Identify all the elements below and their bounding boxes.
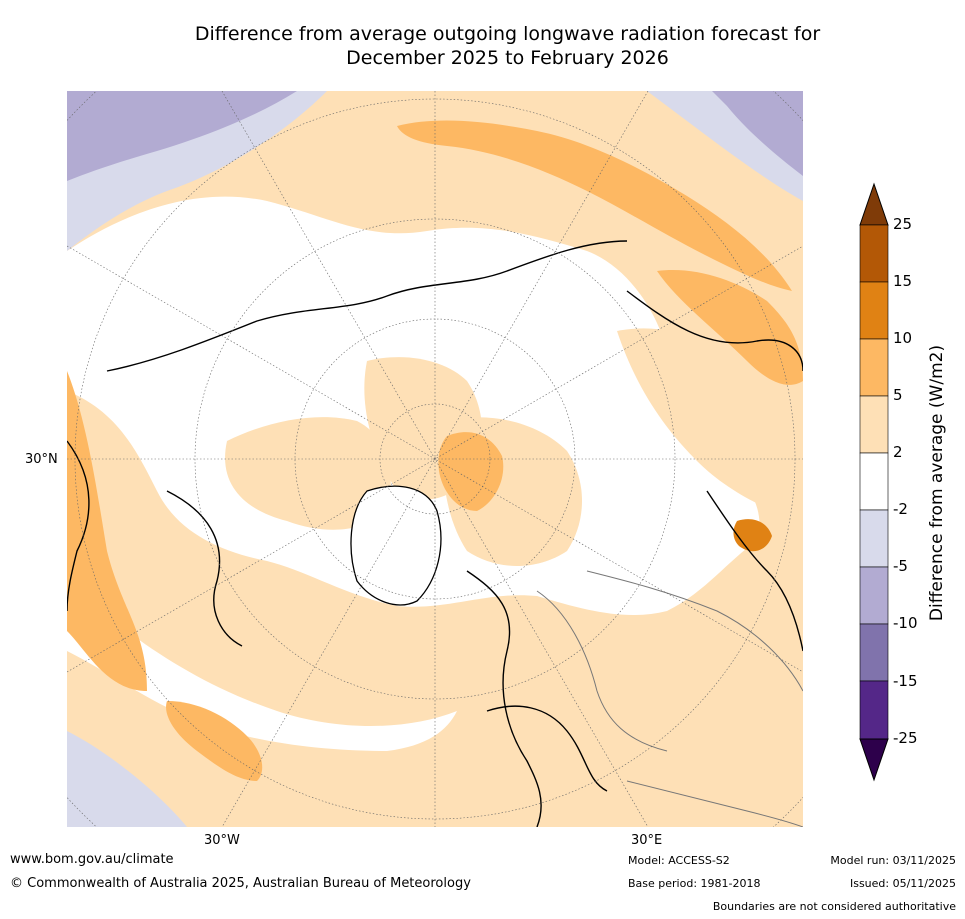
colorbar-tick-neg2: -2 xyxy=(893,500,908,518)
country-borders-asia xyxy=(586,570,803,692)
polar-stereographic-map xyxy=(67,91,803,827)
anomaly-5-10-subtropical-atlantic xyxy=(166,701,263,781)
base-period: Base period: 1981-2018 xyxy=(628,877,761,890)
colorbar-tick-2: 2 xyxy=(893,443,903,461)
colorbar-title: Difference from average (W/m2) xyxy=(927,344,947,622)
colorbar-band-neg25-neg15 xyxy=(859,680,889,740)
longitude-label-30e: 30°E xyxy=(631,833,663,848)
north-coastline-asia-america xyxy=(106,240,628,372)
graticule xyxy=(67,91,803,827)
colorbar-band-neg15-neg10 xyxy=(859,623,889,682)
model-run-date: Model run: 03/11/2025 xyxy=(830,854,956,867)
mediterranean-coastline xyxy=(486,705,608,792)
greenland-outline xyxy=(350,485,442,606)
colorbar-band-2-5 xyxy=(859,395,889,454)
alaska-coastline xyxy=(67,440,90,612)
anomaly-5-10-atlantic-west xyxy=(67,371,147,691)
anomaly-neg5-neg10-northeast xyxy=(712,91,803,176)
colorbar-tick-neg10: -10 xyxy=(893,614,918,632)
colorbar-tick-10: 10 xyxy=(893,329,913,347)
anomaly-5-10-east-siberia xyxy=(657,270,803,385)
anomaly-2-5-siberia xyxy=(617,328,803,521)
anomaly-5-10-arctic-ocean xyxy=(438,432,504,511)
colorbar-tick-neg5: -5 xyxy=(893,557,908,575)
model-name: Model: ACCESS-S2 xyxy=(628,854,730,867)
colorbar-tick-neg25: -25 xyxy=(893,729,918,747)
longitude-label-30w: 30°W xyxy=(204,833,240,848)
colorbar-band-15-25 xyxy=(859,224,889,283)
country-borders-middle-east xyxy=(626,780,803,827)
latitude-label-30n: 30°N xyxy=(25,452,58,467)
siberia-coastline xyxy=(626,290,803,372)
colorbar-top-extension xyxy=(859,182,889,226)
colorbar-band-5-10 xyxy=(859,338,889,397)
title-line-2: December 2025 to February 2026 xyxy=(346,47,669,69)
colorbar-band-neg5-neg2 xyxy=(859,509,889,568)
colorbar-band-neg10-neg5 xyxy=(859,566,889,625)
europe-west-coastline xyxy=(466,570,542,827)
colorbar-tick-5: 5 xyxy=(893,386,903,404)
title-line-1: Difference from average outgoing longwav… xyxy=(194,23,821,45)
copyright-notice: © Commonwealth of Australia 2025, Austra… xyxy=(10,876,471,891)
colorbar-tick-neg15: -15 xyxy=(893,672,918,690)
issued-date: Issued: 05/11/2025 xyxy=(849,877,956,890)
anomaly-2-5-canada xyxy=(225,417,391,530)
colorbar-tick-15: 15 xyxy=(893,272,913,290)
anomaly-5-10-north-pacific xyxy=(397,120,792,291)
colorbar-tick-25: 25 xyxy=(893,215,913,233)
colorbar-bottom-extension xyxy=(859,738,889,782)
boundaries-disclaimer: Boundaries are not considered authoritat… xyxy=(712,900,956,913)
map-canvas xyxy=(67,91,803,827)
hudson-bay-coastline xyxy=(166,490,243,647)
east-asia-coastline xyxy=(706,490,803,652)
bom-website-link[interactable]: www.bom.gov.au/climate xyxy=(10,852,174,867)
colorbar-band-neg2-2 xyxy=(859,452,889,511)
colorbar-band-10-15 xyxy=(859,281,889,340)
anomaly-neg5-neg10-northwest xyxy=(67,91,297,181)
anomaly-neg2-neg5-southwest xyxy=(67,731,187,827)
map-title: Difference from average outgoing longwav… xyxy=(60,22,955,70)
country-borders-europe xyxy=(536,590,668,752)
